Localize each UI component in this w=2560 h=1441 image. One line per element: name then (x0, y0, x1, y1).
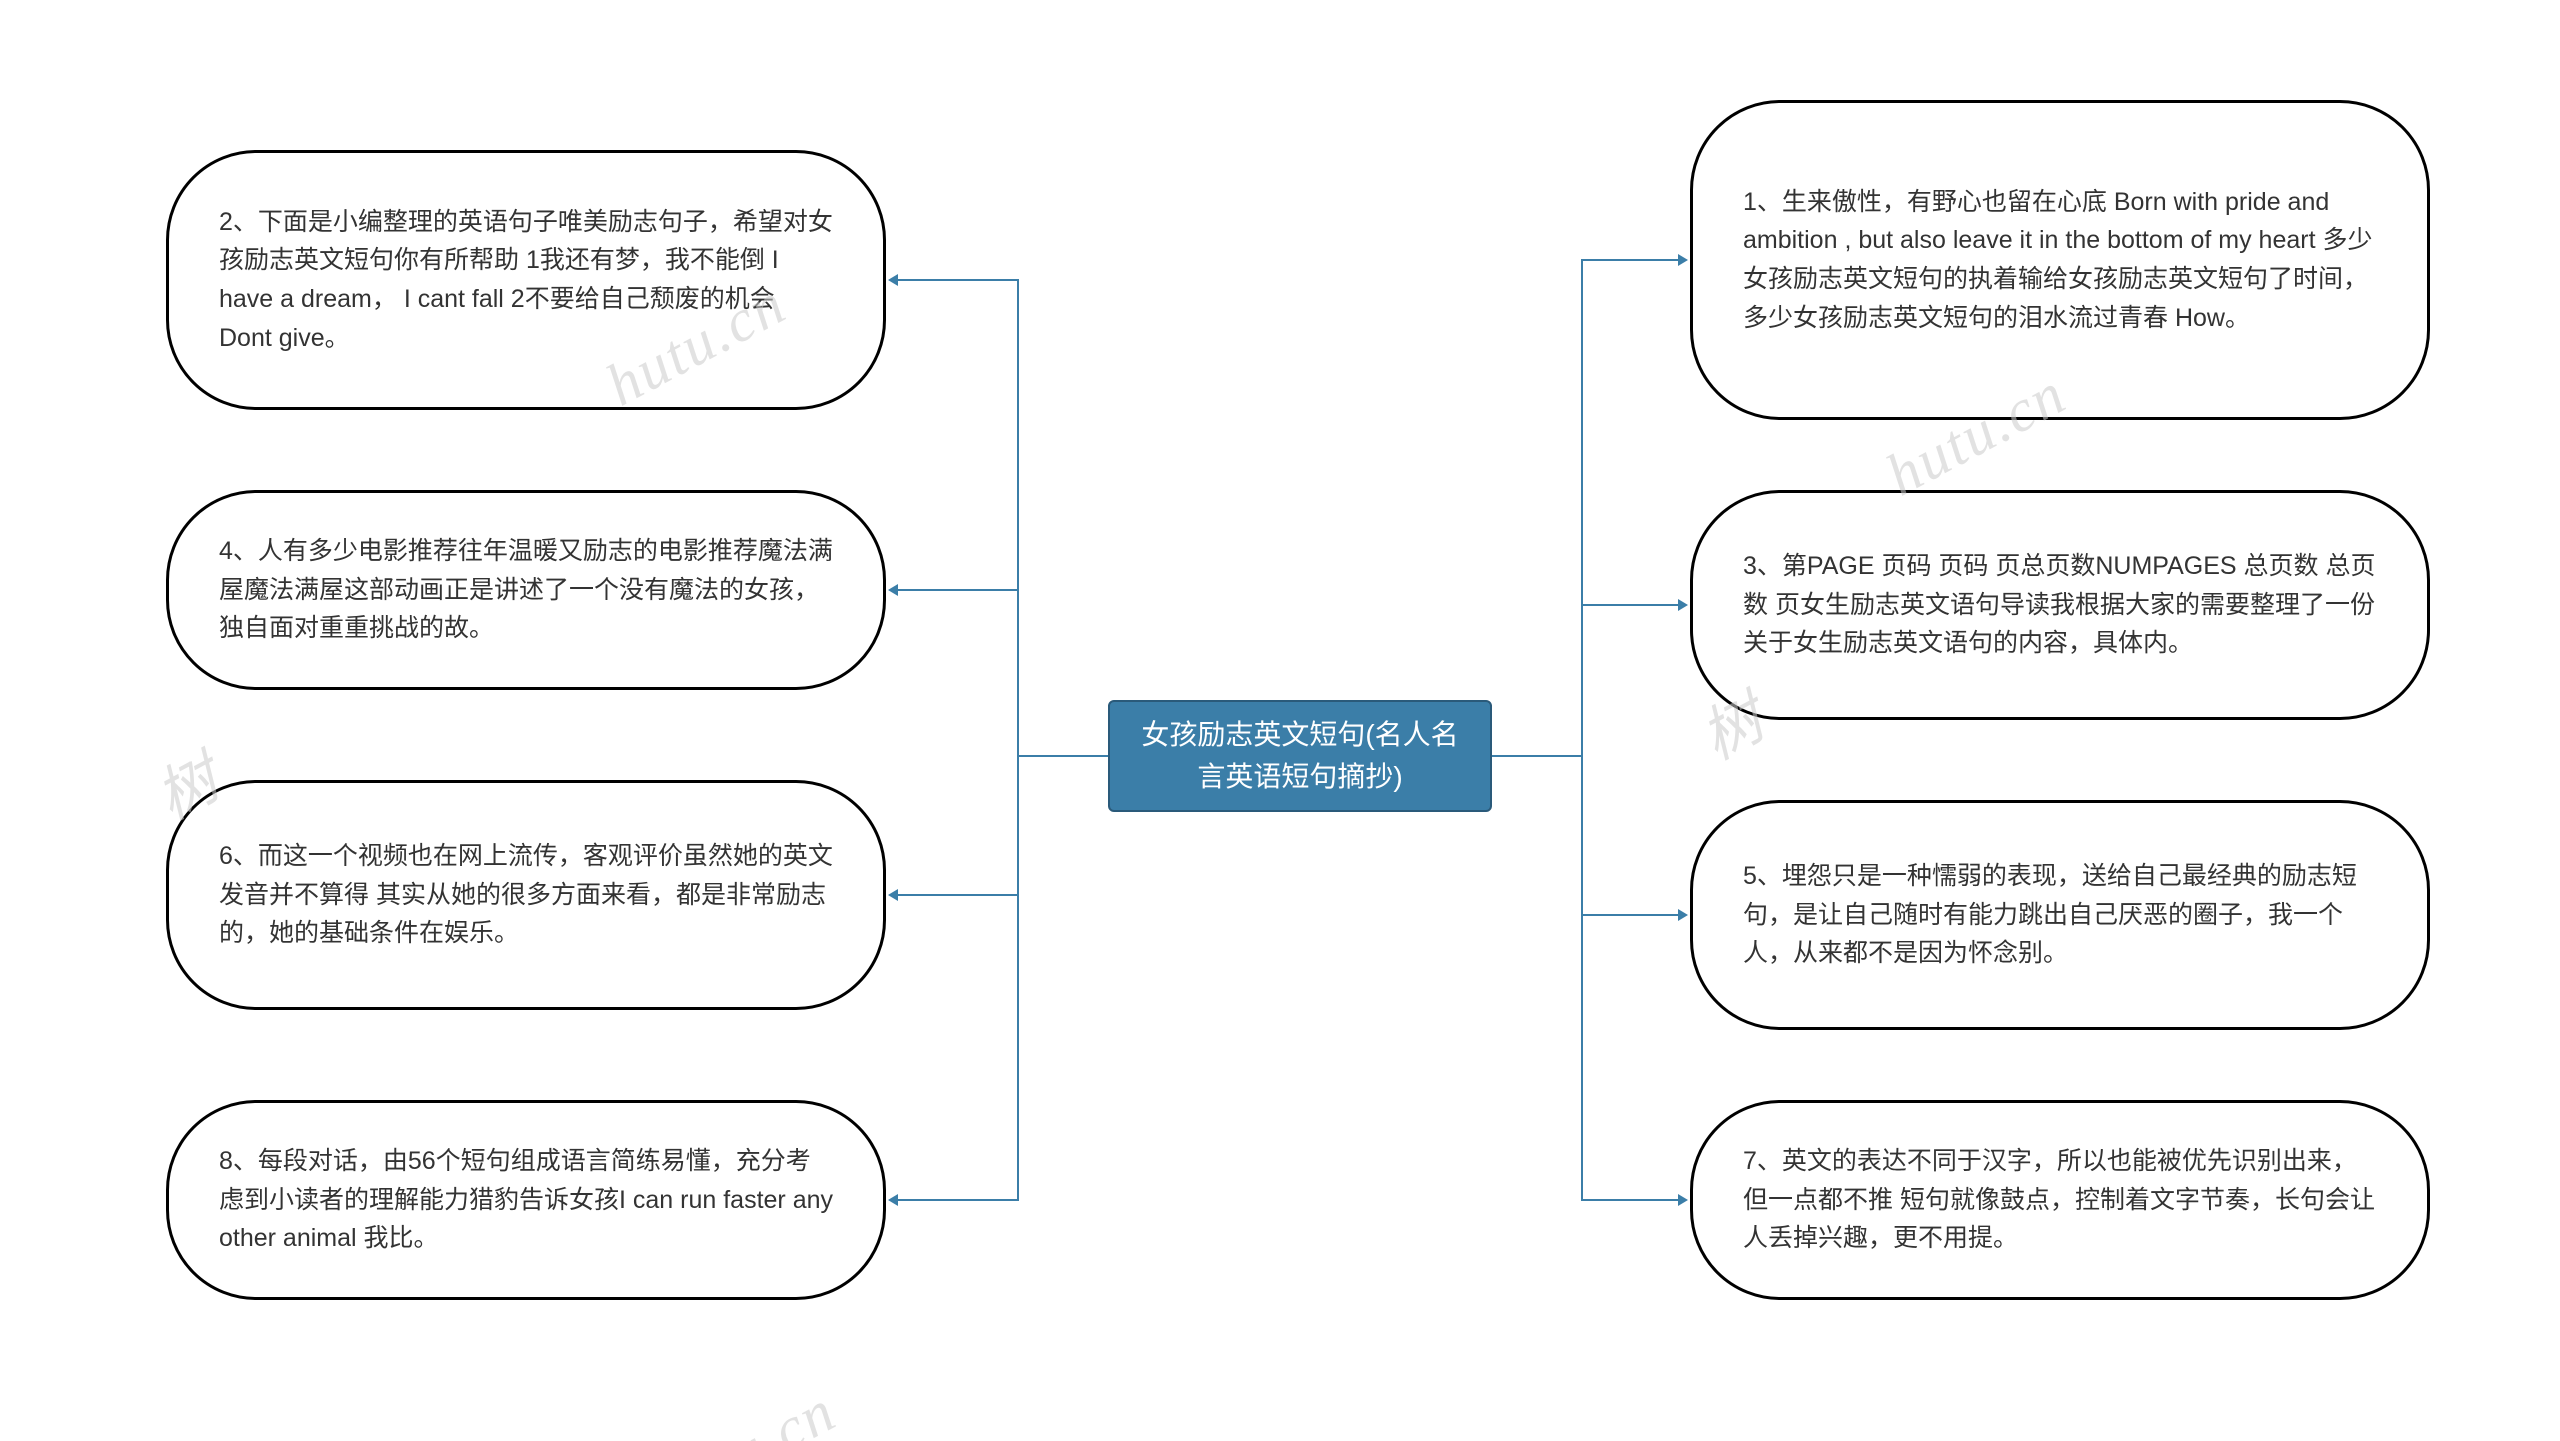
leaf-node-n6: 6、而这一个视频也在网上流传，客观评价虽然她的英文发音并不算得 其实从她的很多方… (166, 780, 886, 1010)
center-node: 女孩励志英文短句(名人名言英语短句摘抄) (1108, 700, 1492, 812)
leaf-node-n3: 3、第PAGE 页码 页码 页总页数NUMPAGES 总页数 总页数 页女生励志… (1690, 490, 2430, 720)
leaf-node-n2: 2、下面是小编整理的英语句子唯美励志句子，希望对女孩励志英文短句你有所帮助 1我… (166, 150, 886, 410)
leaf-node-n1: 1、生来傲性，有野心也留在心底 Born with pride and ambi… (1690, 100, 2430, 420)
leaf-node-n8: 8、每段对话，由56个短句组成语言简练易懂，充分考虑到小读者的理解能力猎豹告诉女… (166, 1100, 886, 1300)
leaf-node-n7: 7、英文的表达不同于汉字，所以也能被优先识别出来，但一点都不推 短句就像鼓点，控… (1690, 1100, 2430, 1300)
leaf-node-n5: 5、埋怨只是一种懦弱的表现，送给自己最经典的励志短句，是让自己随时有能力跳出自己… (1690, 800, 2430, 1030)
watermark: utu.cn (673, 1376, 847, 1441)
leaf-node-n4: 4、人有多少电影推荐往年温暖又励志的电影推荐魔法满屋魔法满屋这部动画正是讲述了一… (166, 490, 886, 690)
